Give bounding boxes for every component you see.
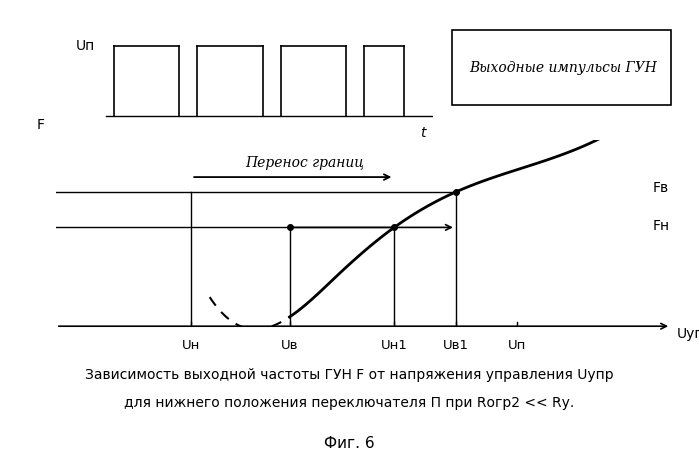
Text: Фиг. 6: Фиг. 6 — [324, 436, 375, 451]
Text: Uв: Uв — [281, 339, 298, 352]
Text: Fн: Fн — [653, 219, 670, 233]
Text: Uн: Uн — [182, 339, 201, 352]
Text: F: F — [36, 118, 45, 132]
Text: Uв1: Uв1 — [442, 339, 469, 352]
Text: для нижнего положения переключателя П при Rогр2 << Rу.: для нижнего положения переключателя П пр… — [124, 396, 575, 410]
Text: Зависимость выходной частоты ГУН F от напряжения управления Uупр: Зависимость выходной частоты ГУН F от на… — [85, 368, 614, 382]
Text: Fв: Fв — [653, 181, 669, 195]
Text: Uупр: Uупр — [677, 327, 699, 341]
Text: Uн1: Uн1 — [381, 339, 408, 352]
Text: Uп: Uп — [76, 39, 95, 53]
Text: t: t — [419, 126, 425, 140]
Text: Uп: Uп — [508, 339, 526, 352]
Bar — [452, 30, 671, 105]
Text: Выходные импульсы ГУН: Выходные импульсы ГУН — [469, 61, 656, 75]
Text: Перенос границ: Перенос границ — [245, 156, 364, 170]
